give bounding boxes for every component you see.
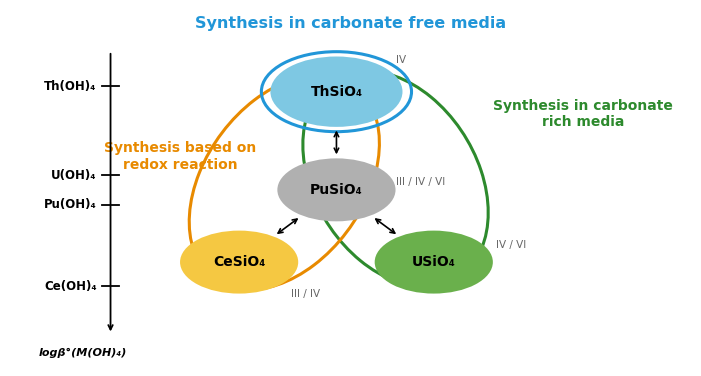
Text: ThSiO₄: ThSiO₄ xyxy=(311,85,362,99)
Text: USiO₄: USiO₄ xyxy=(411,255,456,269)
Text: Ce(OH)₄: Ce(OH)₄ xyxy=(44,280,97,293)
Ellipse shape xyxy=(374,230,493,294)
Text: III / IV: III / IV xyxy=(291,288,320,299)
Ellipse shape xyxy=(278,158,395,221)
Ellipse shape xyxy=(180,230,298,294)
Text: Th(OH)₄: Th(OH)₄ xyxy=(44,80,97,92)
Text: Synthesis in carbonate
rich media: Synthesis in carbonate rich media xyxy=(494,99,673,129)
Text: IV: IV xyxy=(395,55,406,65)
Text: logβ°(M(OH)₄): logβ°(M(OH)₄) xyxy=(39,348,127,358)
Text: PuSiO₄: PuSiO₄ xyxy=(310,183,363,197)
Text: U(OH)₄: U(OH)₄ xyxy=(51,168,97,182)
Text: IV / VI: IV / VI xyxy=(496,240,526,250)
Text: Pu(OH)₄: Pu(OH)₄ xyxy=(44,198,97,211)
Text: CeSiO₄: CeSiO₄ xyxy=(213,255,265,269)
Ellipse shape xyxy=(271,56,402,127)
Text: Synthesis in carbonate free media: Synthesis in carbonate free media xyxy=(195,16,506,31)
Text: Synthesis based on
redox reaction: Synthesis based on redox reaction xyxy=(104,141,256,171)
Text: III / IV / VI: III / IV / VI xyxy=(395,177,445,188)
